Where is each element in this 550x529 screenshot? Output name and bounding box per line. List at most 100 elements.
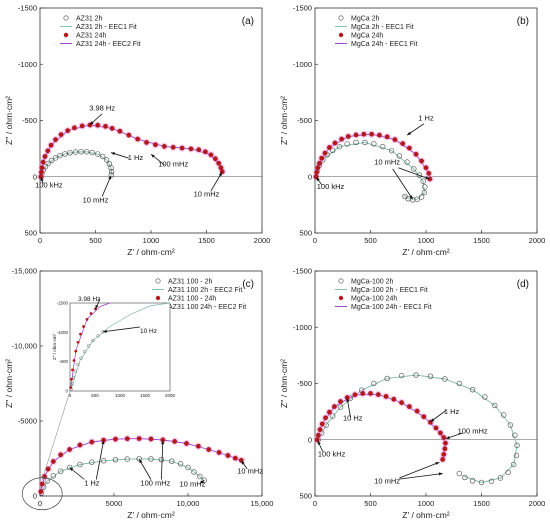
x-tick-label: 1000 (143, 236, 160, 245)
inset-y-axis-label: Z'' / ohm·cm² (52, 334, 57, 360)
annotation-label: 10 mHz (180, 479, 206, 488)
data-point-filled (58, 132, 64, 137)
y-tick-label: -500 (297, 379, 312, 388)
data-point-filled (172, 439, 178, 444)
y-tick-label: -5000 (18, 417, 37, 426)
data-point-open (414, 196, 420, 202)
legend-entry: AZ31 2h (76, 15, 103, 22)
data-point-filled (39, 481, 45, 487)
data-point-open (416, 172, 423, 178)
data-point-open (191, 469, 197, 475)
data-point-filled (361, 131, 367, 137)
annotation-label: 100 mHz (140, 479, 170, 488)
arrow-head (317, 440, 321, 445)
data-point-filled (89, 439, 95, 445)
inset-plot: 0 500 1000 1500 2000 -1500 -1000 -500 0 Z'' / ohm… (52, 301, 176, 399)
inset-y-tick-label: 0 (65, 389, 68, 394)
data-point-filled (103, 124, 108, 129)
annotation-label: 10 mHz (194, 189, 220, 198)
data-point-filled (144, 140, 149, 145)
data-point-open (169, 458, 175, 464)
legend-entry: MgCa 24h (351, 32, 383, 39)
data-point-open (421, 189, 428, 196)
data-point-open (66, 464, 73, 471)
data-point-filled (50, 459, 56, 464)
data-point-open (388, 147, 395, 154)
series-line-1 (315, 141, 425, 200)
data-point-filled (196, 443, 201, 449)
x-axis-label: Z' / ohm·cm² (402, 510, 450, 520)
inset-point-filled (89, 312, 93, 315)
data-point-open (409, 197, 416, 203)
annotation-arrow (101, 175, 112, 197)
data-point-open (201, 477, 207, 483)
data-point-open (422, 184, 428, 190)
data-point-open (67, 150, 73, 156)
x-tick-label: 1500 (198, 236, 215, 245)
data-point-filled (332, 140, 338, 146)
annotation-label: 10 mHz (237, 467, 263, 476)
annotation-label: 10 mHz (374, 157, 400, 166)
inset-point-filled (71, 368, 74, 372)
arrow-head (445, 435, 450, 439)
legend-entry: MgCa 2h (351, 15, 380, 22)
data-point-filled (345, 134, 351, 139)
data-point-filled (45, 466, 51, 472)
x-tick-label: 2000 (529, 499, 546, 508)
data-point-open (462, 474, 468, 481)
inset-point-filled (82, 325, 85, 328)
data-point-open (420, 178, 426, 184)
inset-point-open (82, 350, 87, 354)
arrow-head (103, 329, 107, 333)
series-line-3 (40, 124, 224, 177)
x-tick-label: 1500 (473, 236, 490, 245)
inset-point-open (73, 369, 78, 373)
data-point-open (330, 413, 336, 419)
x-tick-label: 0 (313, 499, 317, 508)
data-point-filled (170, 144, 176, 150)
x-tick-label: 0 (38, 499, 42, 508)
annotation-arrow (399, 473, 443, 480)
data-point-filled (208, 152, 214, 158)
data-point-open (514, 442, 520, 449)
legend-entry: AZ31 100 2h - EEC2 Fit (168, 287, 242, 294)
data-point-filled (218, 165, 224, 171)
annotation-arrow (138, 459, 152, 480)
data-point-open (371, 141, 377, 147)
y-tick-label: -15,000 (12, 267, 37, 276)
x-tick-label: 15,000 (251, 499, 274, 508)
data-point-filled (421, 414, 427, 420)
data-point-open (112, 457, 119, 463)
y-tick-label: 500 (299, 492, 312, 501)
legend-marker (338, 295, 344, 301)
data-point-open (185, 464, 191, 471)
data-point-open (510, 461, 517, 468)
data-point-open (402, 193, 408, 200)
data-point-filled (179, 145, 185, 151)
annotation-label: 100 kHz (317, 182, 345, 191)
x-tick-label: 1500 (473, 499, 490, 508)
data-point-filled (319, 421, 325, 427)
arrow-head (101, 440, 105, 445)
data-point-open (353, 139, 359, 146)
arrow-head (425, 176, 430, 180)
data-point-open (398, 372, 405, 379)
inset-x-tick-label: 2000 (165, 393, 176, 398)
legend-entry: MgCa 24h - EEC1 Fit (351, 41, 418, 48)
data-point-filled (126, 132, 132, 138)
data-point-filled (95, 122, 101, 128)
inset-point-open (70, 382, 74, 386)
data-point-open (442, 376, 448, 382)
data-point-open (380, 143, 386, 150)
legend-marker (63, 32, 69, 38)
data-point-open (456, 470, 462, 477)
y-tick-label: -10,000 (12, 342, 37, 351)
data-point-filled (319, 155, 325, 161)
data-point-open (344, 141, 350, 147)
inset-point-filled (79, 332, 82, 336)
legend-entry: AZ31 100 24h - EEC2 Fit (168, 304, 246, 311)
data-point-open (48, 157, 55, 164)
